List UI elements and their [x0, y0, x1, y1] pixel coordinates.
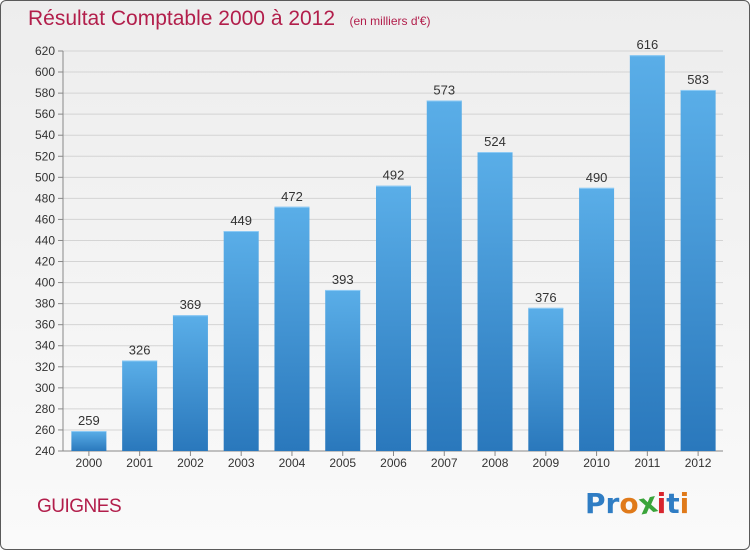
y-tick-label: 620: [35, 44, 55, 58]
data-label-2003: 449: [230, 213, 252, 228]
x-tick-label: 2002: [177, 456, 204, 470]
y-tick-label: 560: [35, 107, 55, 121]
x-tick-label: 2008: [482, 456, 509, 470]
x-tick-labels: 2000 2001 2002 2003 2004 2005 2006 2007 2008 2009…: [76, 456, 712, 470]
y-tick-label: 520: [35, 149, 55, 163]
data-label-2008: 524: [484, 134, 506, 149]
bar-2012: [680, 89, 716, 452]
y-tick-label: 340: [35, 339, 55, 353]
x-tick-label: 2000: [76, 456, 103, 470]
x-tick-label: 2005: [329, 456, 356, 470]
bar-2010: [579, 187, 615, 451]
y-tick-label: 380: [35, 297, 55, 311]
y-tick-label: 360: [35, 318, 55, 332]
logo-letter: t: [666, 487, 680, 520]
x-tick-label: 2004: [279, 456, 306, 470]
y-tick-label: 600: [35, 65, 55, 79]
y-tick-label: 420: [35, 255, 55, 269]
y-tick-labels: 240 260 280 300 320 340 360 380 400 420 440 460 480 5…: [35, 44, 55, 458]
data-label-2012: 583: [687, 72, 709, 87]
logo-letter: o: [619, 487, 639, 520]
data-label-2001: 326: [129, 342, 151, 357]
bar-2001: [122, 360, 158, 451]
y-tick-label: 400: [35, 276, 55, 290]
proxiti-logo: Proxiti: [585, 485, 690, 521]
data-label-2006: 492: [383, 168, 405, 183]
y-tick-label: 580: [35, 86, 55, 100]
bar-2003: [223, 231, 259, 451]
y-tick-label: 240: [35, 444, 55, 458]
data-label-2009: 376: [535, 290, 557, 305]
y-tick-label: 500: [35, 170, 55, 184]
data-label-2007: 573: [433, 82, 455, 97]
x-tick-label: 2010: [583, 456, 610, 470]
y-tick-label: 440: [35, 233, 55, 247]
chart-title: Résultat Comptable 2000 à 2012: [28, 7, 336, 30]
x-tick-label: 2011: [634, 456, 660, 470]
logo-letter: P: [585, 487, 606, 520]
x-tick-label: 2003: [228, 456, 255, 470]
logo-letter: i: [679, 487, 690, 520]
bar-2005: [325, 289, 361, 451]
title-row: Résultat Comptable 2000 à 2012 (en milli…: [28, 7, 430, 31]
bar-2007: [426, 100, 462, 451]
data-label-2011: 616: [636, 37, 658, 52]
data-label-2005: 393: [332, 272, 354, 287]
logo-letter: r: [605, 487, 620, 520]
x-tick-label: 2006: [380, 456, 407, 470]
x-tick-label: 2007: [431, 456, 458, 470]
y-tick-label: 540: [35, 128, 55, 142]
bar-2002: [172, 315, 208, 451]
chart-subtitle: (en milliers d'€): [349, 14, 431, 28]
logo-letter: i: [656, 487, 667, 520]
data-labels: 259 326 369 449 472 393 492 573 524 376 490 616 583: [78, 37, 709, 428]
x-tick-label: 2009: [532, 456, 559, 470]
x-tick-label: 2012: [685, 456, 712, 470]
town-name: GUIGNES: [37, 496, 122, 517]
data-label-2010: 490: [586, 170, 608, 185]
data-label-2002: 369: [180, 297, 202, 312]
y-tick-label: 280: [35, 402, 55, 416]
y-tick-label: 460: [35, 212, 55, 226]
bar-2009: [528, 307, 564, 451]
bar-2004: [274, 206, 310, 451]
y-tick-label: 320: [35, 360, 55, 374]
bar-2008: [477, 152, 513, 452]
x-tick-label: 2001: [126, 456, 153, 470]
bar-2011: [629, 55, 665, 452]
bar-2006: [376, 185, 411, 451]
data-label-2004: 472: [281, 189, 303, 204]
bar-2000: [71, 431, 107, 451]
y-tick-label: 480: [35, 191, 55, 205]
data-label-2000: 259: [78, 413, 100, 428]
y-tick-label: 300: [35, 381, 55, 395]
y-tick-label: 260: [35, 423, 55, 437]
bars: [71, 55, 716, 452]
